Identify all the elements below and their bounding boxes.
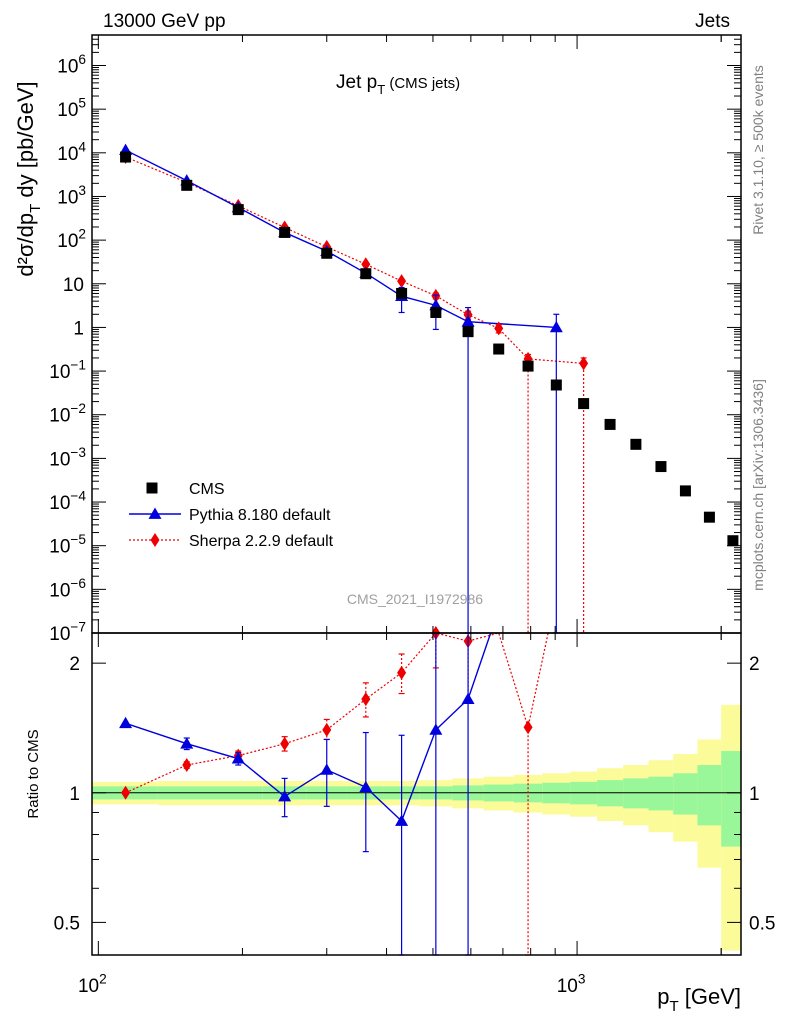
mcplots-label: mcplots.cern.ch [arXiv:1306.3436] xyxy=(750,379,766,591)
y-tick-label: 106 xyxy=(57,52,86,78)
ratio-band-layer xyxy=(92,704,741,951)
header-left: 13000 GeV pp xyxy=(103,11,226,32)
sherpa-ratio-point xyxy=(361,692,371,707)
pythia-ratio-point xyxy=(320,763,334,775)
sherpa-ratio-point xyxy=(322,722,332,737)
cms-point xyxy=(396,287,408,299)
sherpa-ratio-point xyxy=(121,785,131,800)
y-tick-label: 10−2 xyxy=(49,401,86,427)
cms-point xyxy=(321,247,333,259)
y-tick-label: 10−6 xyxy=(49,576,86,602)
legend-label: CMS xyxy=(189,481,225,498)
cms-point xyxy=(578,398,590,410)
band-inner-bin xyxy=(697,765,722,826)
legend-cms-marker xyxy=(146,482,158,494)
band-inner-bin xyxy=(673,773,698,815)
sherpa-point xyxy=(579,356,589,371)
pythia-line xyxy=(125,149,557,329)
pythia-ratio-point xyxy=(359,780,373,793)
ticks-layer xyxy=(92,34,741,955)
y-tick-label: 10−7 xyxy=(49,619,86,645)
y-tick-label: 10−3 xyxy=(49,445,86,471)
y-tick-label: 104 xyxy=(57,139,86,165)
plot-title: Jet pT (CMS jets) xyxy=(336,72,460,97)
ratio-y-tick-label-right: 1 xyxy=(749,784,760,805)
pythia-ratio-point xyxy=(231,752,245,764)
band-inner-bin xyxy=(721,751,741,847)
sherpa-point xyxy=(397,274,407,289)
plot-title-text: Jet pT (CMS jets) xyxy=(336,72,460,97)
cms-point xyxy=(360,268,372,280)
cms-point xyxy=(703,511,715,523)
ratio-y-axis-label: Ratio to CMS xyxy=(25,729,42,818)
pythia-ratio-point xyxy=(395,814,409,826)
labels-layer: 13000 GeV pp Jets Rivet 3.1.10, ≥ 500k e… xyxy=(103,11,766,607)
y-tick-label: 10−5 xyxy=(49,532,86,558)
cms-point xyxy=(655,461,667,473)
pythia-ratio-point xyxy=(461,692,475,705)
pythia-ratio-point xyxy=(180,737,194,749)
cms-point xyxy=(493,343,505,355)
series-lines-layer xyxy=(125,149,584,823)
legend: CMS Pythia 8.180 default Sherpa 2.2.9 defa… xyxy=(129,481,334,550)
y-tick-label: 105 xyxy=(57,96,86,122)
sherpa-ratio-point xyxy=(280,736,290,751)
analysis-watermark: CMS_2021_I1972986 xyxy=(347,591,483,607)
pythia-ratio-point xyxy=(119,716,133,729)
axis-labels: 10610510410310210110−110−210−310−410−510… xyxy=(13,52,775,1015)
legend-label: Sherpa 2.2.9 default xyxy=(189,533,334,550)
cms-point xyxy=(120,151,132,163)
ratio-y-tick-label: 0.5 xyxy=(54,913,80,934)
cms-point xyxy=(462,326,474,338)
sherpa-point xyxy=(494,321,504,336)
ratio-y-tick-label: 2 xyxy=(69,654,80,675)
ratio-y-tick-label: 1 xyxy=(69,784,80,805)
cms-point xyxy=(727,535,739,547)
cms-point xyxy=(430,306,442,318)
pythia-ratio-line xyxy=(125,632,492,823)
y-tick-label: 102 xyxy=(57,227,86,253)
cms-point xyxy=(550,379,562,391)
sherpa-line xyxy=(125,156,584,364)
ratio-y-tick-label-right: 0.5 xyxy=(749,913,775,934)
cms-point xyxy=(679,485,691,497)
x-tick-label: 102 xyxy=(78,971,107,997)
sherpa-ratio-point xyxy=(397,665,407,680)
cms-point xyxy=(522,360,534,372)
sherpa-ratio-point xyxy=(523,720,533,735)
cms-point xyxy=(630,438,642,450)
y-tick-label: 10 xyxy=(63,275,84,296)
sherpa-ratio-point xyxy=(182,758,192,773)
band-inner-bin xyxy=(623,778,649,809)
pythia-point xyxy=(461,315,475,327)
y-tick-label: 10−4 xyxy=(49,488,86,514)
legend-label: Pythia 8.180 default xyxy=(189,507,331,524)
ratio-y-tick-label-right: 2 xyxy=(749,654,760,675)
y-tick-label: 103 xyxy=(57,183,86,209)
y-tick-label: 1 xyxy=(73,318,84,339)
y-tick-label: 10−1 xyxy=(49,358,86,384)
pythia-point xyxy=(549,320,563,333)
x-tick-label: 103 xyxy=(557,971,586,997)
pythia-ratio-point xyxy=(429,723,443,735)
cms-point xyxy=(232,204,244,216)
cms-point xyxy=(181,179,193,191)
rivet-version-label: Rivet 3.1.10, ≥ 500k events xyxy=(750,65,766,235)
main-y-axis-label: d²σ/dpT dy [pb/GeV] xyxy=(13,81,44,276)
cms-point xyxy=(604,418,616,430)
cms-point xyxy=(279,226,291,238)
header-right: Jets xyxy=(695,11,730,32)
legend-sherpa-marker xyxy=(150,533,160,547)
ratio-panel-frame xyxy=(91,632,742,956)
band-inner-bin xyxy=(648,776,674,811)
legend-pythia-marker xyxy=(148,507,162,519)
pythia-ratio-point xyxy=(278,790,292,802)
sherpa-point xyxy=(361,257,371,272)
x-axis-label: pT [GeV] xyxy=(657,984,741,1015)
